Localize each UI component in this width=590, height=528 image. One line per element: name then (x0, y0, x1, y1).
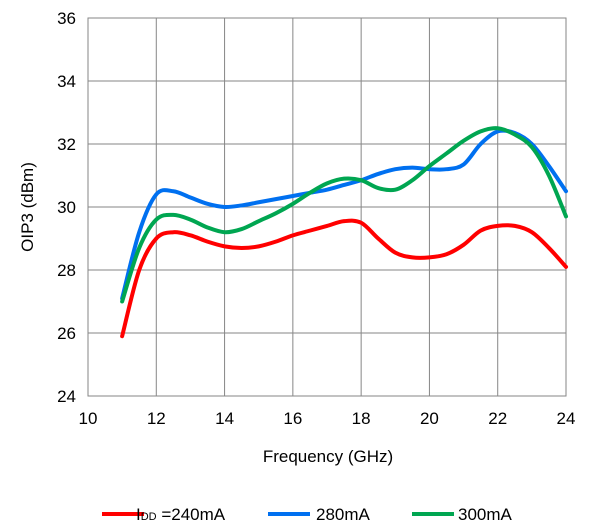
x-tick-label: 18 (352, 409, 371, 428)
y-axis-label: OIP3 (dBm) (18, 162, 37, 252)
legend: IDD =240mA 280mA 300mA (102, 505, 513, 524)
x-tick-label: 14 (215, 409, 234, 428)
series-lines (120, 126, 568, 339)
x-tick-label: 20 (420, 409, 439, 428)
y-tick-label: 30 (57, 198, 76, 217)
x-tick-label: 24 (557, 409, 576, 428)
series-line-1 (120, 128, 568, 301)
y-tick-label: 24 (57, 387, 76, 406)
y-tick-label: 26 (57, 324, 76, 343)
y-tick-label: 28 (57, 261, 76, 280)
y-axis-ticks: 24 26 28 30 32 34 36 (57, 9, 76, 406)
x-tick-label: 16 (283, 409, 302, 428)
y-tick-label: 34 (57, 72, 76, 91)
y-tick-label: 32 (57, 135, 76, 154)
x-axis-ticks: 10 12 14 16 18 20 22 24 (79, 409, 576, 428)
legend-label: 280mA (316, 505, 371, 524)
x-tick-label: 12 (147, 409, 166, 428)
series-line-2 (120, 126, 568, 304)
x-tick-label: 10 (79, 409, 98, 428)
x-tick-label: 22 (488, 409, 507, 428)
y-tick-label: 36 (57, 9, 76, 28)
series-line-0 (120, 218, 568, 339)
legend-label: 300mA (458, 505, 513, 524)
plot-border (87, 17, 567, 397)
plot-area (87, 17, 567, 397)
x-axis-label: Frequency (GHz) (263, 447, 393, 466)
grid-lines (87, 17, 567, 397)
legend-label: IDD =240mA (136, 505, 226, 524)
